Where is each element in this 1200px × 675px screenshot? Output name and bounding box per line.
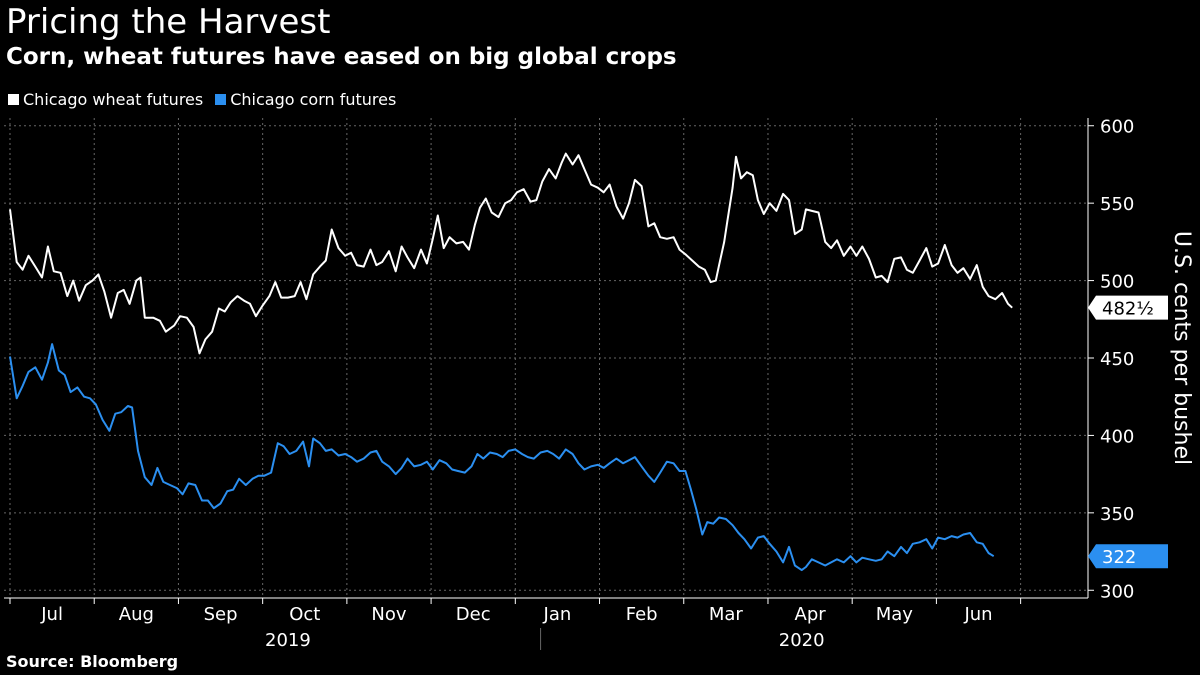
legend: Chicago wheat futures Chicago corn futur… (8, 90, 396, 109)
chart-subtitle: Corn, wheat futures have eased on big gl… (6, 44, 677, 70)
tick-label-y-500: 500 (1100, 272, 1134, 293)
tick-label-y-400: 400 (1100, 426, 1134, 447)
year-label-2020: 2020 (779, 630, 825, 651)
year-label-2019: 2019 (265, 630, 311, 651)
tick-label-month-feb: Feb (626, 604, 658, 625)
end-label-tag-wheat (1088, 295, 1168, 320)
series-line-corn (9, 343, 995, 572)
tick-label-month-apr: Apr (795, 604, 827, 625)
tick-label-month-nov: Nov (371, 604, 406, 625)
tick-label-month-oct: Oct (289, 604, 320, 625)
tick-label-y-600: 600 (1100, 117, 1134, 138)
tick-label-month-sep: Sep (204, 604, 238, 625)
tick-label-y-550: 550 (1100, 194, 1134, 215)
y-axis-title: U.S. cents per bushel (1169, 231, 1194, 465)
tick-label-month-aug: Aug (119, 604, 154, 625)
legend-swatch-corn (215, 94, 227, 105)
tick-label-y-350: 350 (1100, 504, 1134, 525)
tick-label-month-dec: Dec (456, 604, 491, 625)
end-label-wheat: 482½ (1102, 299, 1154, 320)
source-note: Source: Bloomberg (6, 652, 179, 671)
tick-label-month-jun: Jun (963, 604, 992, 625)
chart-title: Pricing the Harvest (6, 2, 331, 42)
tick-label-month-jul: Jul (40, 604, 63, 625)
tick-label-month-may: May (876, 604, 914, 625)
end-label-tag-corn (1088, 544, 1168, 569)
legend-item-wheat: Chicago wheat futures (8, 90, 203, 109)
legend-label-wheat: Chicago wheat futures (23, 90, 204, 109)
tick-label-y-300: 300 (1100, 581, 1134, 602)
legend-swatch-wheat (8, 94, 19, 105)
legend-item-corn: Chicago corn futures (215, 90, 396, 109)
tick-label-month-jan: Jan (543, 604, 572, 625)
tick-label-y-450: 450 (1100, 349, 1134, 370)
end-label-corn: 322 (1102, 547, 1136, 568)
series-line-wheat (9, 152, 1013, 355)
legend-label-corn: Chicago corn futures (230, 90, 397, 109)
tick-label-month-mar: Mar (709, 604, 744, 625)
